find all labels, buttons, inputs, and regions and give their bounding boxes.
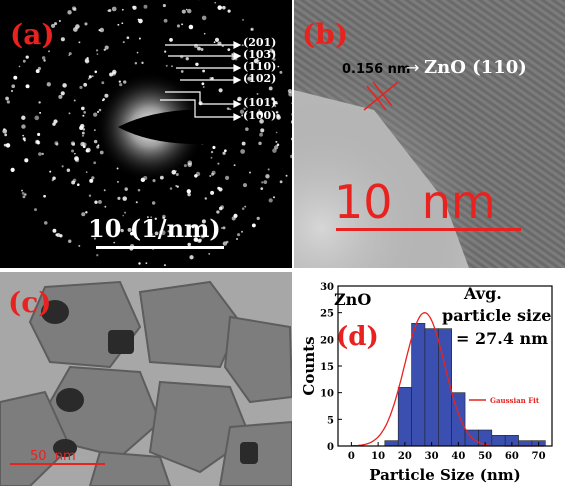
hrtem-panel: (b) 0.156 nm → ZnO (110) 10 nm: [294, 0, 565, 268]
hrtem-scale-bar: [336, 228, 521, 231]
panel-b-label: (b): [302, 18, 349, 51]
panel-d-label: (d): [336, 322, 379, 352]
x-tick-label: 20: [398, 451, 412, 462]
y-axis-label: Counts: [300, 336, 318, 395]
x-tick-label: 50: [478, 451, 492, 462]
panel-c-label: (c): [8, 286, 52, 319]
tem-panel: (c) 50 nm: [0, 272, 292, 486]
histogram-bar: [411, 323, 426, 447]
arrow-right-icon: →: [406, 58, 420, 77]
x-tick-label: 30: [425, 451, 439, 462]
tem-particles-image: [0, 272, 292, 486]
y-tick-label: 0: [327, 442, 334, 453]
tem-scale-label: 50 nm: [30, 449, 76, 464]
histogram-bar: [424, 328, 439, 447]
avg-value-label: = 27.4 nm: [456, 329, 549, 348]
saed-scale-bar: [96, 246, 224, 249]
x-axis-label: Particle Size (nm): [369, 466, 521, 484]
x-tick-label: 60: [505, 451, 519, 462]
ring-index-label: (110): [243, 60, 277, 73]
histogram-bar: [518, 440, 533, 447]
ring-index-label: (102): [243, 72, 277, 85]
panel-a-label: (a): [10, 18, 55, 51]
histogram-chart: 0 5 10 15 20 25 30 0 10 20 30 40 50 60 70 Particle Size…: [300, 282, 553, 484]
saed-panel: (a) (201) (103) (110) (102) (101) (100) …: [0, 0, 292, 268]
y-tick-label: 15: [320, 362, 334, 373]
x-tick-label: 70: [532, 451, 546, 462]
y-tick-label: 30: [320, 282, 334, 293]
y-tick-label: 10: [320, 389, 334, 400]
x-tick-label: 0: [348, 451, 355, 462]
y-tick-label: 5: [327, 415, 334, 426]
histogram-bar: [491, 435, 506, 447]
histogram-bar: [397, 387, 412, 447]
saed-pattern-image: [2, 0, 292, 267]
saed-scale-label: 10 (1/nm): [88, 214, 221, 243]
histogram-bar: [384, 440, 399, 447]
legend-label: Gaussian Fit: [490, 396, 540, 405]
hrtem-lattice-image: [294, 0, 565, 268]
ring-index-label: (100): [243, 109, 277, 122]
ring-index-label: (201): [243, 36, 277, 49]
y-tick-label: 25: [320, 309, 334, 320]
x-tick-label: 10: [371, 451, 385, 462]
particle-size-label: particle size: [442, 306, 552, 325]
hrtem-scale-label: 10 nm: [334, 175, 496, 229]
ring-index-label: (101): [243, 96, 277, 109]
x-tick-label: 40: [451, 451, 465, 462]
histogram-panel: 0 5 10 15 20 25 30 0 10 20 30 40 50 60 70 Particle Size…: [294, 272, 565, 486]
tem-scale-bar: [10, 463, 105, 465]
lattice-plane-label: ZnO (110): [424, 57, 527, 78]
y-tick-label: 20: [320, 335, 334, 346]
material-label: ZnO: [334, 290, 372, 309]
d-spacing-label: 0.156 nm: [342, 62, 411, 77]
ring-index-label: (103): [243, 48, 277, 61]
avg-label: Avg.: [464, 284, 502, 303]
